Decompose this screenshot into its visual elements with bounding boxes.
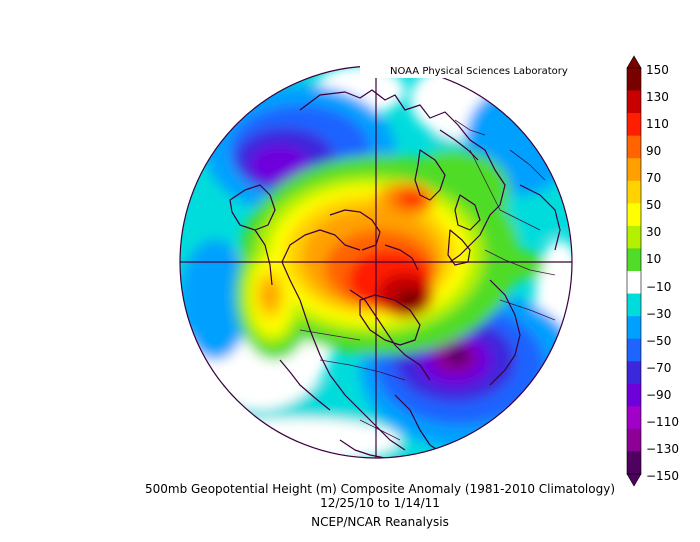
color-swatch: [627, 113, 641, 136]
color-swatch: [627, 451, 641, 475]
scale-tick-label: 70: [646, 171, 662, 186]
scale-tick-label: 50: [646, 198, 662, 213]
color-swatch: [627, 158, 641, 182]
color-swatch: [627, 383, 641, 407]
color-swatch: [627, 316, 641, 339]
color-swatch: [627, 406, 641, 430]
scale-tick-label: −110: [646, 414, 679, 429]
scale-tick-label: 130: [646, 90, 669, 105]
anomaly-field: [180, 66, 572, 458]
color-swatch: [627, 135, 641, 159]
credit-text: NOAA Physical Sciences Laboratory: [390, 66, 568, 77]
borders: [299, 119, 556, 441]
color-swatch: [627, 225, 641, 249]
scale-tick-label: −50: [646, 333, 672, 348]
color-swatch: [627, 428, 641, 452]
color-swatch: [627, 180, 641, 204]
color-scale-bar: [626, 55, 642, 487]
scale-tick-label: −30: [646, 306, 672, 321]
scale-tick-label: −70: [646, 360, 672, 375]
color-swatch: [627, 361, 641, 385]
credit-box: [360, 64, 575, 78]
caption-line3: NCEP/NCAR Reanalysis: [311, 515, 449, 529]
color-swatch: [627, 271, 641, 294]
color-swatch: [627, 248, 641, 272]
scale-tick-label: 30: [646, 225, 662, 240]
triangle-up-icon: [626, 55, 642, 69]
color-swatch: [627, 90, 641, 114]
caption-line1: 500mb Geopotential Height (m) Composite …: [144, 482, 615, 496]
scale-tick-label: 150: [646, 63, 669, 77]
color-swatch: [627, 203, 641, 227]
scale-tick-label: 90: [646, 144, 662, 159]
scale-tick-label: −150: [646, 469, 679, 483]
scale-tick-label: −130: [646, 441, 679, 456]
color-swatch: [627, 68, 641, 91]
caption-line2: 12/25/10 to 1/14/11: [320, 496, 440, 510]
color-swatch: [627, 293, 641, 317]
color-swatch: [627, 338, 641, 362]
scale-tick-label: −90: [646, 387, 672, 402]
scale-tick-label: 110: [646, 117, 669, 132]
scale-tick-label: −10: [646, 279, 672, 294]
scale-tick-label: 10: [646, 252, 662, 267]
